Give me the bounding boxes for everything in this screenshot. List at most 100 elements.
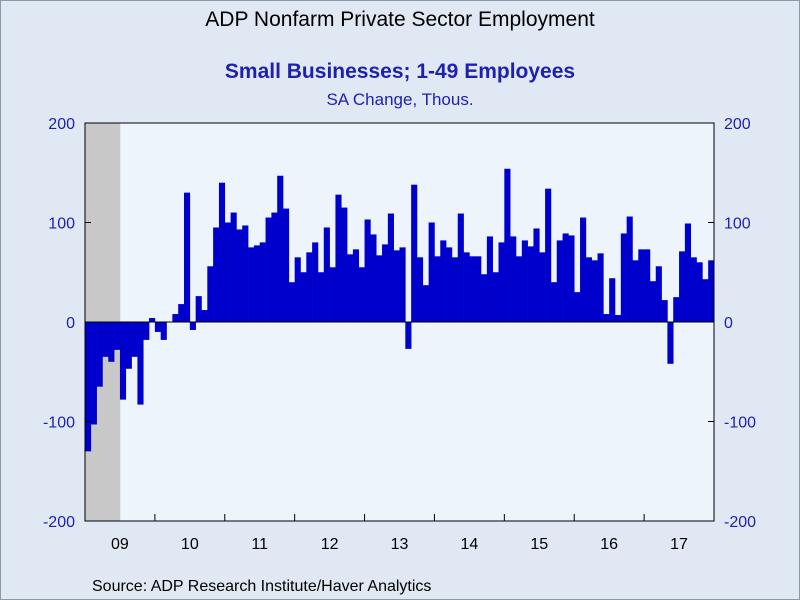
bar bbox=[393, 250, 400, 322]
x-tick-label: 12 bbox=[321, 536, 339, 553]
x-tick-label: 11 bbox=[251, 536, 268, 553]
bar bbox=[504, 168, 511, 322]
bar bbox=[341, 207, 348, 322]
bar bbox=[306, 252, 313, 322]
x-tick-label: 17 bbox=[670, 536, 688, 553]
bar bbox=[510, 236, 517, 322]
bar bbox=[294, 257, 301, 322]
bar bbox=[218, 182, 226, 322]
y-tick-label-left: 100 bbox=[48, 216, 75, 233]
y-tick-label-right: -100 bbox=[724, 415, 756, 432]
bar bbox=[428, 222, 435, 322]
bar bbox=[213, 227, 220, 322]
bar bbox=[609, 278, 616, 322]
bar bbox=[679, 251, 686, 322]
bar bbox=[248, 247, 255, 322]
bar bbox=[614, 315, 622, 322]
bar bbox=[207, 266, 214, 322]
bar bbox=[90, 322, 97, 425]
bar bbox=[387, 213, 394, 322]
bar bbox=[591, 260, 598, 322]
bar bbox=[85, 322, 92, 452]
bar bbox=[283, 208, 290, 322]
bar bbox=[265, 217, 272, 322]
bar bbox=[329, 267, 336, 322]
bar bbox=[259, 242, 266, 322]
bar bbox=[184, 192, 191, 322]
bar bbox=[585, 257, 592, 322]
bar bbox=[521, 240, 528, 322]
bar bbox=[667, 322, 674, 364]
bar bbox=[492, 272, 499, 322]
bar bbox=[358, 267, 365, 322]
x-tick-label: 15 bbox=[530, 536, 548, 553]
bar bbox=[242, 225, 249, 322]
bar bbox=[684, 223, 692, 322]
bar bbox=[370, 234, 377, 322]
bar bbox=[288, 282, 295, 322]
y-tick-label-right: 0 bbox=[724, 315, 733, 332]
bar bbox=[277, 175, 284, 322]
bar bbox=[352, 249, 360, 322]
bar bbox=[632, 260, 639, 322]
bar bbox=[178, 304, 185, 322]
bar bbox=[638, 249, 645, 322]
bar bbox=[253, 245, 261, 322]
chart-unit-label: SA Change, Thous. bbox=[326, 90, 474, 109]
bar bbox=[457, 213, 464, 322]
bar bbox=[568, 235, 575, 322]
bar bbox=[376, 255, 383, 322]
bar bbox=[114, 322, 121, 350]
chart-subtitle: Small Businesses; 1-49 Employees bbox=[224, 60, 576, 83]
bar bbox=[102, 322, 109, 357]
bar bbox=[556, 240, 563, 322]
y-tick-label-right: 200 bbox=[724, 116, 751, 133]
bar bbox=[644, 249, 651, 322]
bar bbox=[469, 256, 476, 322]
bar bbox=[603, 314, 610, 322]
bar bbox=[486, 236, 493, 322]
bar bbox=[119, 322, 127, 400]
bar bbox=[405, 322, 412, 349]
bar bbox=[655, 266, 662, 322]
bar bbox=[96, 322, 103, 387]
y-tick-label-left: -200 bbox=[43, 514, 75, 531]
bar bbox=[323, 227, 330, 322]
bar bbox=[224, 222, 231, 322]
bar bbox=[201, 310, 208, 322]
bar bbox=[108, 322, 115, 362]
bar bbox=[440, 240, 447, 322]
y-tick-label-right: -200 bbox=[724, 514, 756, 531]
y-tick-label-right: 100 bbox=[724, 216, 751, 233]
bar bbox=[125, 322, 132, 369]
bar bbox=[620, 233, 627, 322]
bar bbox=[626, 216, 633, 322]
y-axis-right: 200 100 0 -100 -200 bbox=[708, 116, 756, 531]
bar bbox=[580, 217, 587, 322]
bar bbox=[708, 260, 715, 322]
x-tick-label: 13 bbox=[391, 536, 409, 553]
x-tick-label: 14 bbox=[460, 536, 478, 553]
bar bbox=[661, 300, 668, 322]
bar bbox=[195, 296, 202, 322]
bar bbox=[364, 219, 371, 322]
bar bbox=[696, 262, 703, 322]
bar bbox=[481, 274, 488, 322]
x-tick-label: 09 bbox=[111, 536, 129, 553]
bar bbox=[515, 256, 523, 322]
bar bbox=[149, 318, 156, 322]
bar bbox=[230, 212, 237, 322]
bar bbox=[527, 246, 534, 322]
bar bbox=[416, 257, 424, 322]
bar bbox=[160, 322, 167, 340]
bar bbox=[335, 194, 342, 322]
bar bbox=[463, 252, 470, 322]
bar bbox=[597, 253, 604, 322]
bar bbox=[154, 322, 162, 332]
bar bbox=[475, 256, 482, 322]
bar bbox=[574, 292, 581, 322]
bar bbox=[649, 281, 657, 322]
bar bbox=[539, 252, 546, 322]
bar bbox=[271, 212, 278, 322]
